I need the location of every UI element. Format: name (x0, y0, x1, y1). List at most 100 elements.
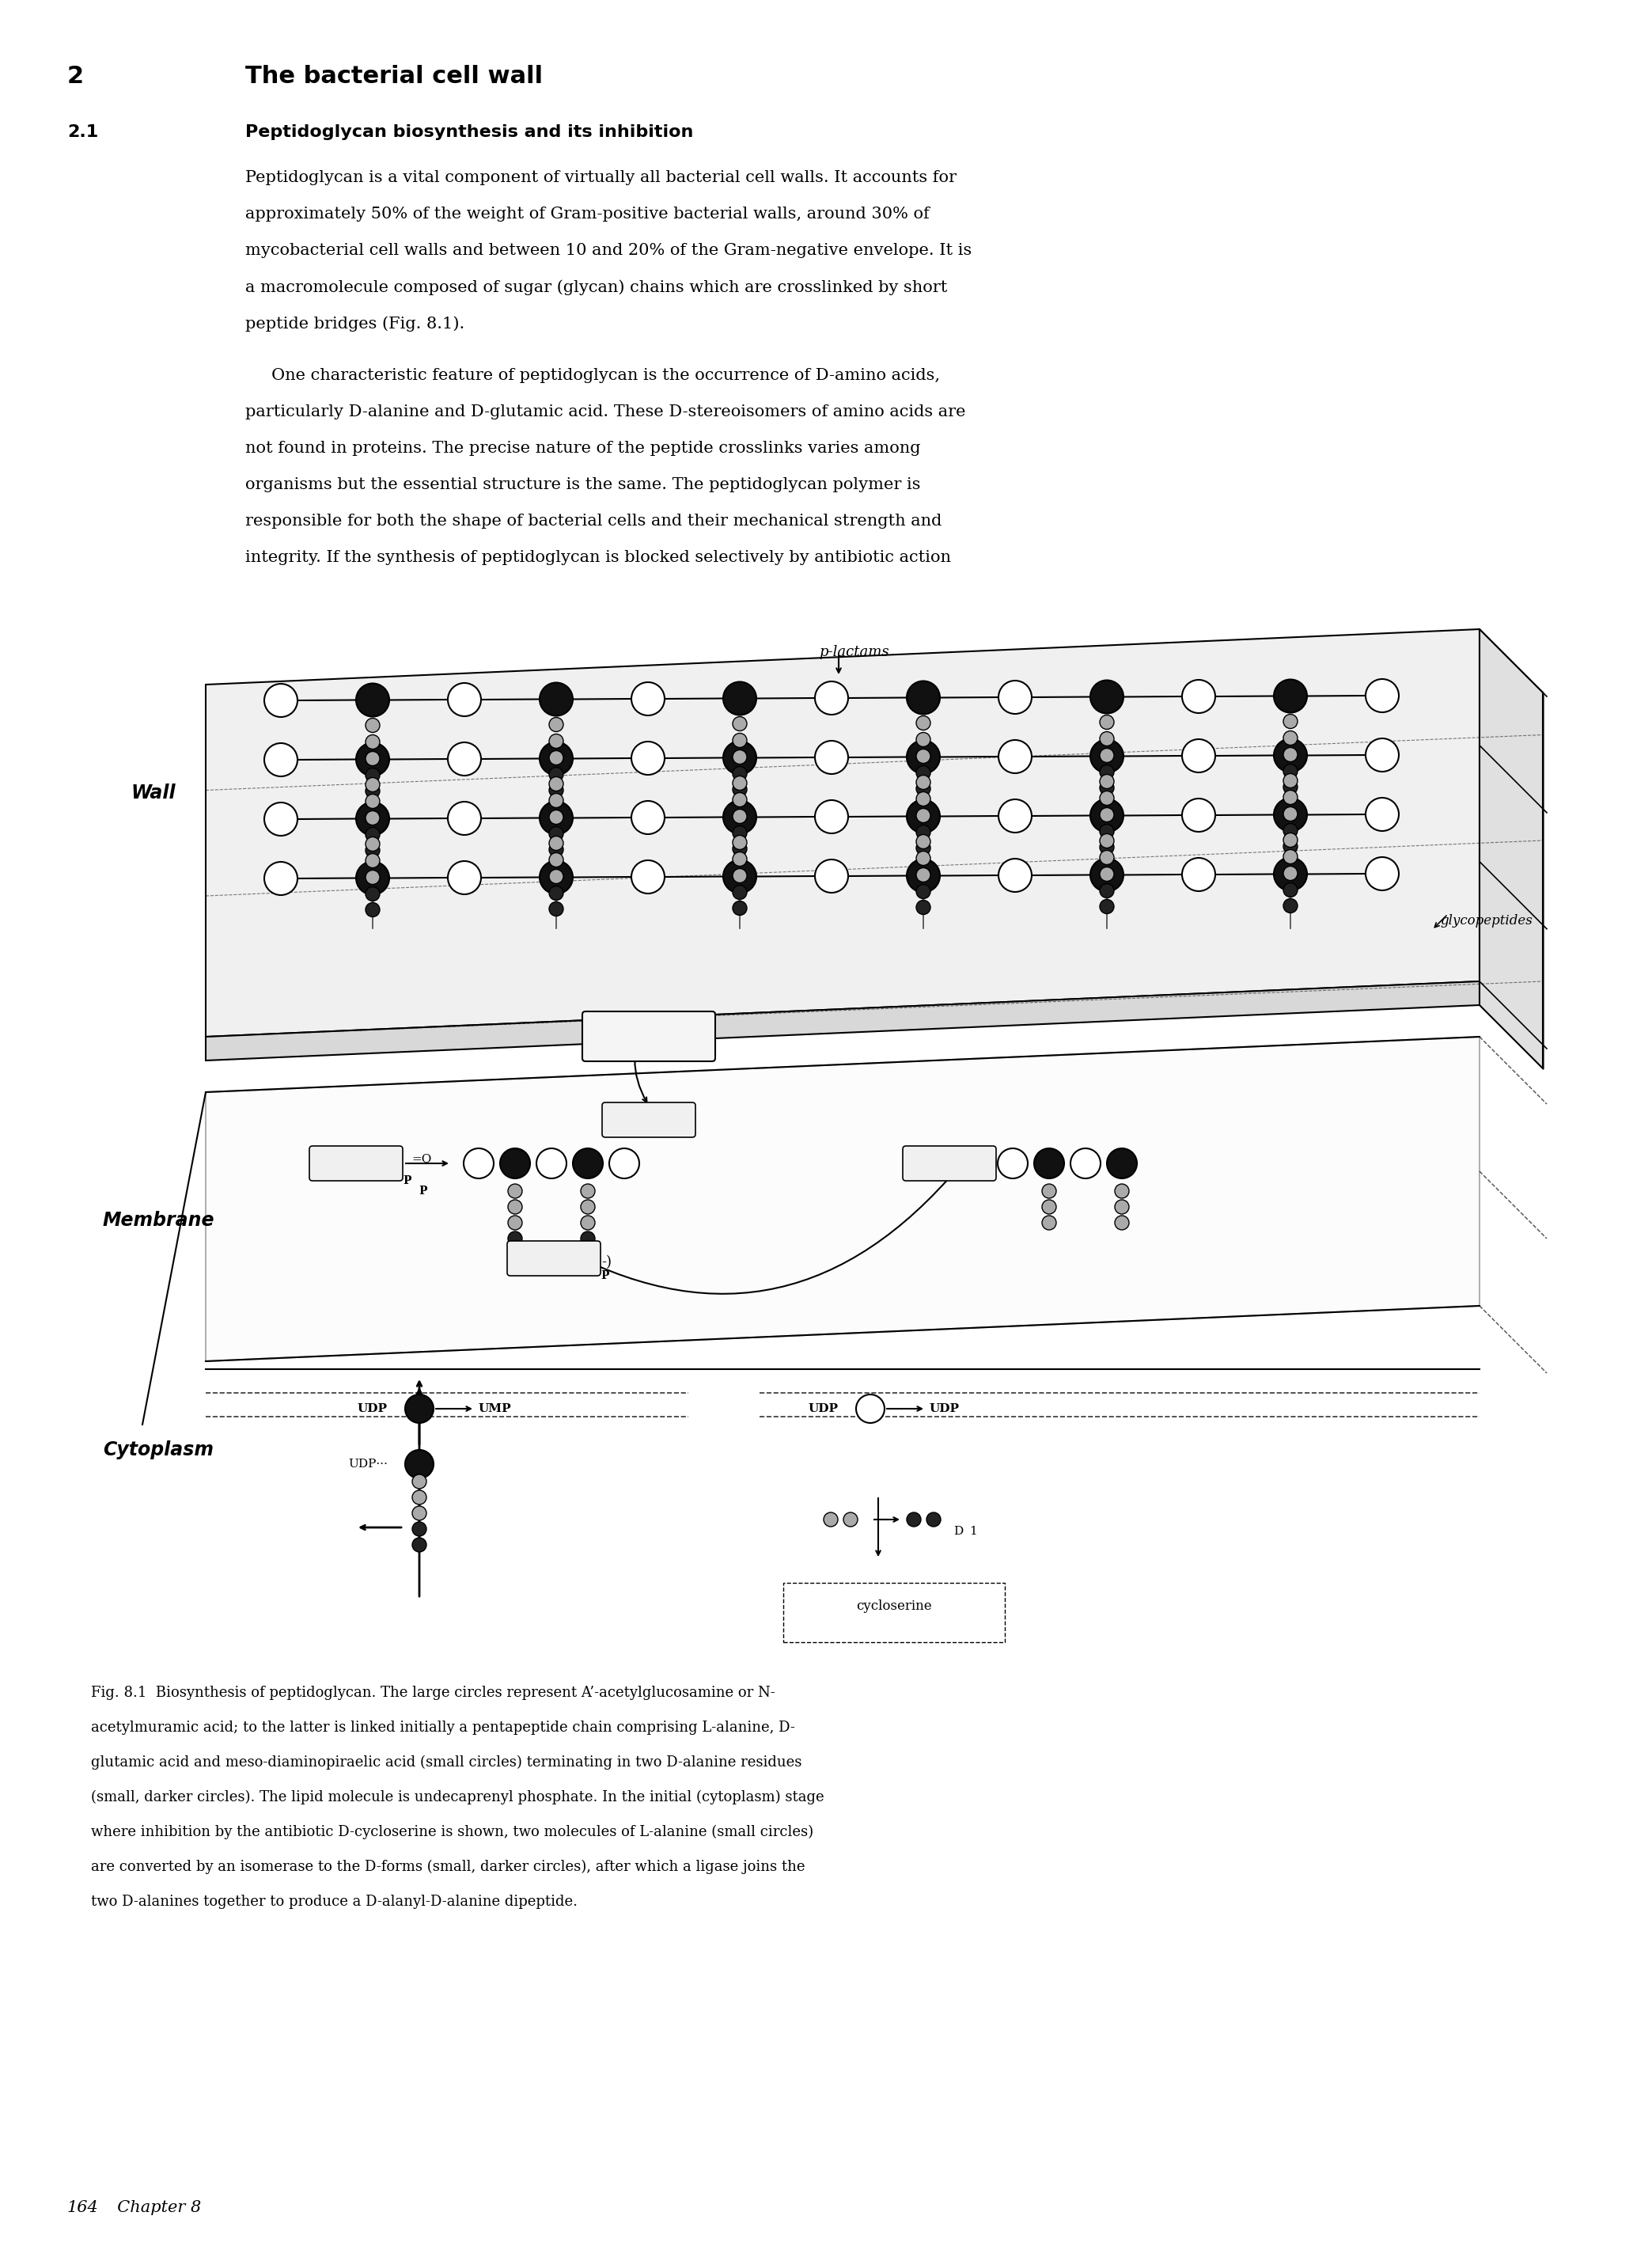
Circle shape (1284, 882, 1297, 898)
Circle shape (540, 742, 573, 776)
Text: approximately 50% of the weight of Gram-positive bacterial walls, around 30% of: approximately 50% of the weight of Gram-… (244, 207, 930, 220)
Circle shape (548, 794, 563, 808)
Circle shape (448, 801, 481, 835)
Circle shape (610, 1148, 639, 1179)
Circle shape (1366, 738, 1399, 772)
Circle shape (1034, 1148, 1064, 1179)
Circle shape (1284, 790, 1297, 806)
Circle shape (732, 810, 747, 824)
Circle shape (917, 776, 930, 790)
Circle shape (1284, 832, 1297, 848)
Circle shape (732, 835, 747, 850)
Circle shape (998, 1148, 1028, 1179)
Text: One characteristic feature of peptidoglycan is the occurrence of D-amino acids,: One characteristic feature of peptidogly… (244, 369, 940, 382)
Circle shape (1090, 857, 1123, 891)
Circle shape (1100, 866, 1113, 882)
Circle shape (357, 801, 390, 835)
Circle shape (1284, 747, 1297, 763)
Text: are converted by an isomerase to the D-forms (small, darker circles), after whic: are converted by an isomerase to the D-f… (91, 1861, 805, 1874)
Text: P: P (403, 1174, 411, 1186)
Text: The bacterial cell wall: The bacterial cell wall (244, 65, 544, 88)
Circle shape (732, 826, 747, 839)
Circle shape (1284, 731, 1297, 745)
Circle shape (917, 850, 930, 866)
Circle shape (365, 783, 380, 799)
Circle shape (365, 767, 380, 783)
Circle shape (264, 742, 297, 776)
Circle shape (814, 740, 847, 774)
FancyBboxPatch shape (902, 1145, 996, 1181)
Circle shape (1366, 799, 1399, 830)
Circle shape (824, 1512, 838, 1528)
Circle shape (917, 781, 930, 796)
Text: particularly D-alanine and D-glutamic acid. These D-stereoisomers of amino acids: particularly D-alanine and D-glutamic ac… (244, 405, 966, 418)
Circle shape (724, 682, 757, 716)
Circle shape (405, 1449, 433, 1478)
Circle shape (507, 1215, 522, 1231)
Text: glycopeptides: glycopeptides (1441, 914, 1533, 927)
Circle shape (1100, 884, 1113, 898)
Circle shape (732, 767, 747, 781)
Circle shape (365, 886, 380, 900)
Text: Cytoplasm: Cytoplasm (102, 1440, 213, 1460)
Circle shape (907, 860, 940, 893)
Circle shape (548, 767, 563, 781)
Circle shape (1183, 857, 1216, 891)
Text: Membrane: Membrane (102, 1210, 215, 1231)
Text: lipid: lipid (342, 1159, 370, 1170)
Circle shape (448, 742, 481, 776)
Circle shape (537, 1148, 567, 1179)
Text: peptide bridges (Fig. 8.1).: peptide bridges (Fig. 8.1). (244, 315, 464, 331)
Text: UDP···: UDP··· (349, 1458, 388, 1469)
Text: acetylmuramic acid; to the latter is linked initially a pentapeptide chain compr: acetylmuramic acid; to the latter is lin… (91, 1721, 795, 1735)
Circle shape (724, 740, 757, 774)
Circle shape (548, 776, 563, 792)
Text: integrity. If the synthesis of peptidoglycan is blocked selectively by antibioti: integrity. If the synthesis of peptidogl… (244, 549, 952, 565)
Circle shape (917, 900, 930, 914)
Circle shape (1183, 680, 1216, 713)
Circle shape (548, 841, 563, 857)
Circle shape (365, 810, 380, 826)
Circle shape (917, 716, 930, 729)
Circle shape (573, 1148, 603, 1179)
Circle shape (1274, 799, 1307, 832)
Circle shape (917, 749, 930, 763)
Circle shape (724, 860, 757, 893)
Circle shape (917, 765, 930, 781)
Text: lipid: lipid (636, 1114, 662, 1125)
Text: UDP: UDP (357, 1404, 388, 1415)
Circle shape (357, 684, 390, 718)
Circle shape (264, 684, 297, 718)
Circle shape (413, 1474, 426, 1490)
Circle shape (413, 1505, 426, 1521)
Circle shape (548, 783, 563, 796)
Circle shape (1042, 1215, 1056, 1231)
Polygon shape (206, 630, 1480, 1037)
Circle shape (357, 742, 390, 776)
Circle shape (1284, 850, 1297, 864)
Circle shape (365, 828, 380, 841)
Circle shape (540, 862, 573, 893)
FancyBboxPatch shape (601, 1102, 695, 1136)
Circle shape (917, 869, 930, 882)
Circle shape (1100, 731, 1113, 747)
Text: Peptidoglycan is a vital component of virtually all bacterial cell walls. It acc: Peptidoglycan is a vital component of vi… (244, 171, 957, 184)
Circle shape (413, 1537, 426, 1552)
Circle shape (1115, 1215, 1128, 1231)
Circle shape (448, 684, 481, 715)
Circle shape (1284, 808, 1297, 821)
Text: 1: 1 (970, 1526, 976, 1537)
Circle shape (1284, 765, 1297, 778)
FancyBboxPatch shape (582, 1013, 715, 1062)
Circle shape (548, 902, 563, 916)
Circle shape (448, 862, 481, 893)
Circle shape (365, 752, 380, 765)
Circle shape (1284, 713, 1297, 729)
Circle shape (582, 1184, 595, 1199)
Circle shape (814, 682, 847, 716)
Circle shape (1284, 774, 1297, 787)
Text: organisms but the essential structure is the same. The peptidoglycan polymer is: organisms but the essential structure is… (244, 477, 920, 493)
Circle shape (582, 1215, 595, 1231)
Circle shape (365, 794, 380, 808)
Text: Tpase: Tpase (628, 1030, 671, 1044)
